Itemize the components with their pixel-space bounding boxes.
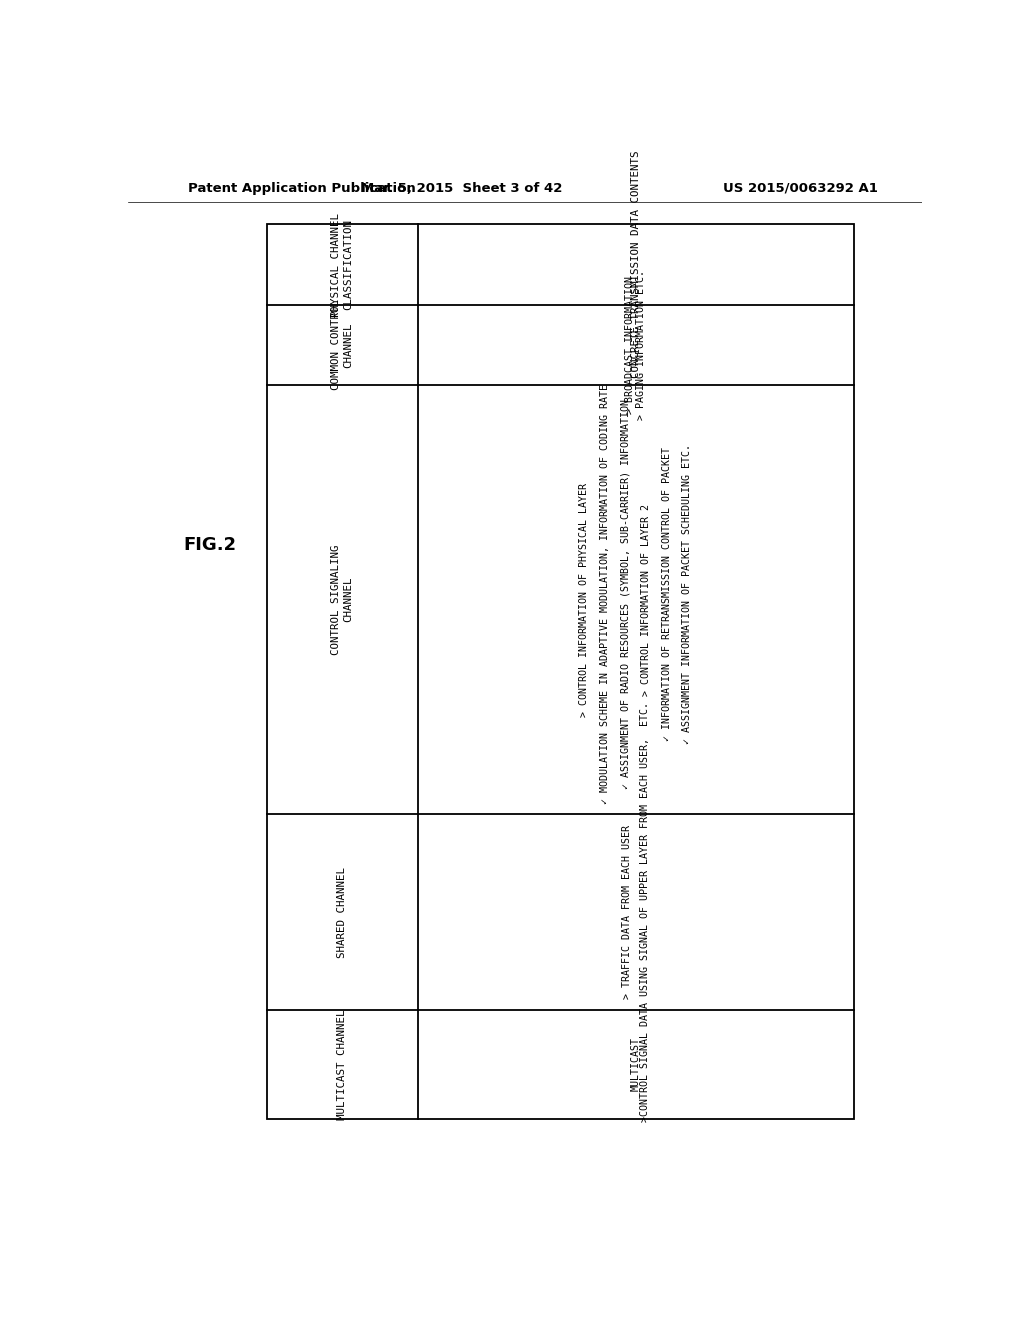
Text: ✓ ASSIGNMENT INFORMATION OF PACKET SCHEDULING ETC.: ✓ ASSIGNMENT INFORMATION OF PACKET SCHED… <box>682 444 692 756</box>
Text: CONTROL SIGNALING
CHANNEL: CONTROL SIGNALING CHANNEL <box>332 544 353 655</box>
Text: > CONTROL INFORMATION OF LAYER 2: > CONTROL INFORMATION OF LAYER 2 <box>641 504 651 696</box>
Text: > PAGING INFORMATION ETC.: > PAGING INFORMATION ETC. <box>637 269 646 420</box>
Text: MULTICAST: MULTICAST <box>631 1038 641 1092</box>
Text: COMMON CONTROL
CHANNEL: COMMON CONTROL CHANNEL <box>332 300 353 391</box>
Text: ✓ INFORMATION OF RETRANSMISSION CONTROL OF PACKET: ✓ INFORMATION OF RETRANSMISSION CONTROL … <box>662 446 672 752</box>
Text: ✓ MODULATION SCHEME IN ADAPTIVE MODULATION, INFORMATION OF CODING RATE: ✓ MODULATION SCHEME IN ADAPTIVE MODULATI… <box>600 384 610 816</box>
Text: > BROADCAST INFORMATION: > BROADCAST INFORMATION <box>626 276 635 414</box>
Text: ✓ ASSIGNMENT OF RADIO RESOURCES (SYMBOL, SUB-CARRIER) INFORMATION: ✓ ASSIGNMENT OF RADIO RESOURCES (SYMBOL,… <box>621 399 631 801</box>
Text: SHARED CHANNEL: SHARED CHANNEL <box>337 866 347 957</box>
Text: FIG.2: FIG.2 <box>183 536 237 553</box>
Text: Patent Application Publication: Patent Application Publication <box>187 182 416 195</box>
Bar <box>267 224 854 1119</box>
Text: Mar. 5, 2015  Sheet 3 of 42: Mar. 5, 2015 Sheet 3 of 42 <box>360 182 562 195</box>
Text: >CONTROL SIGNAL DATA USING SIGNAL OF UPPER LAYER FROM EACH USER,  ETC.: >CONTROL SIGNAL DATA USING SIGNAL OF UPP… <box>640 702 649 1122</box>
Text: PHYSICAL CHANNEL
CLASSIFICATION: PHYSICAL CHANNEL CLASSIFICATION <box>332 213 353 317</box>
Text: US 2015/0063292 A1: US 2015/0063292 A1 <box>723 182 878 195</box>
Text: > CONTROL INFORMATION OF PHYSICAL LAYER: > CONTROL INFORMATION OF PHYSICAL LAYER <box>580 483 590 717</box>
Text: > TRAFFIC DATA FROM EACH USER: > TRAFFIC DATA FROM EACH USER <box>623 825 632 999</box>
Text: CONCRETE TRANSMISSION DATA CONTENTS: CONCRETE TRANSMISSION DATA CONTENTS <box>631 150 641 379</box>
Text: MULTICAST CHANNEL: MULTICAST CHANNEL <box>337 1008 347 1119</box>
